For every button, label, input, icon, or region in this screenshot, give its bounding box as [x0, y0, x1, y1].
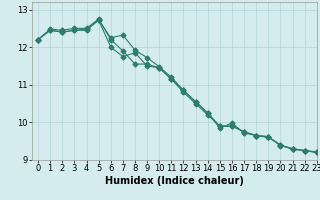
X-axis label: Humidex (Indice chaleur): Humidex (Indice chaleur)	[105, 176, 244, 186]
